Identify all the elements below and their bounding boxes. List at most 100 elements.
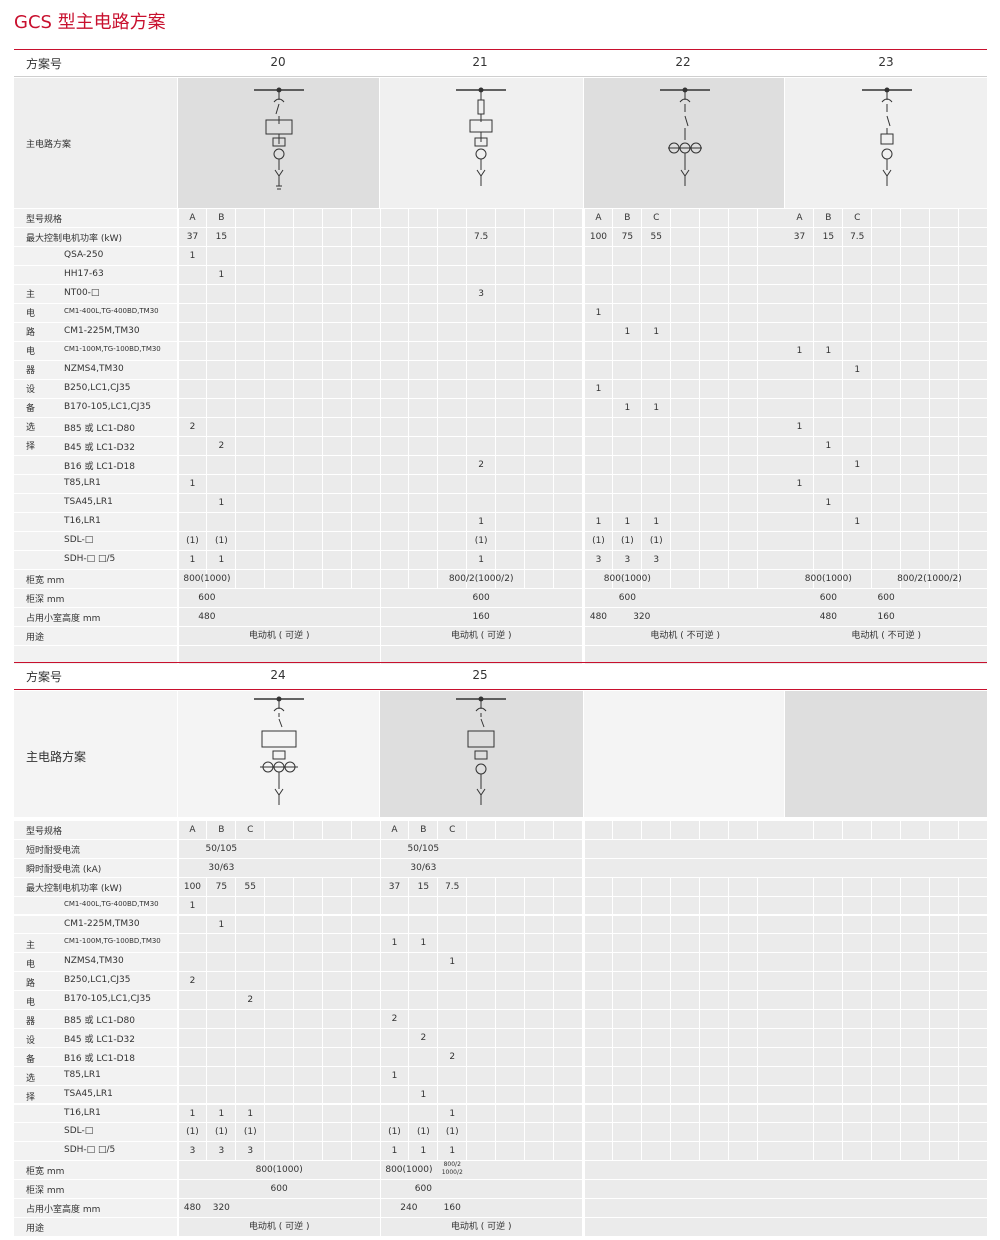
grid-cell: [613, 551, 642, 569]
grid-cell: [178, 266, 207, 284]
grid-cell: [265, 285, 294, 303]
page-title: GCS 型主电路方案: [14, 12, 166, 33]
grid-cell: [467, 418, 496, 436]
grid-cell: [496, 228, 524, 246]
grid-cell: [671, 1104, 700, 1123]
grid-cell: [438, 1104, 467, 1123]
grid-cell: [613, 532, 642, 550]
grid-cell: [236, 972, 265, 991]
label-cell: [14, 532, 177, 550]
grid-cell: [671, 437, 700, 455]
grid-cell: [409, 934, 438, 953]
power-value: 7.5: [445, 881, 460, 892]
grid-cell: [843, 418, 872, 436]
grid-cell: [872, 437, 901, 455]
grid-cell: [438, 1085, 467, 1104]
height-value: 160: [472, 612, 490, 622]
grid-cell: [467, 953, 496, 972]
grid-cell: [642, 304, 671, 322]
merged-cell: [584, 1161, 786, 1180]
grid-cell: [843, 915, 872, 934]
grid-cell: [958, 972, 987, 991]
grid-cell: [757, 399, 786, 417]
grid-cell: [265, 991, 294, 1009]
grid-cell: [323, 1085, 351, 1104]
grid-cell: [785, 551, 814, 569]
grid-cell: [671, 1047, 700, 1066]
grid-cell: [642, 456, 671, 474]
grid-cell: [351, 513, 380, 531]
grid-cell: [584, 361, 613, 379]
scheme-21: 21: [472, 55, 488, 69]
grid-cell: [872, 1142, 901, 1161]
grid-cell: [958, 361, 987, 379]
grid-cell: [700, 1142, 728, 1161]
width-value: 800(1000): [385, 1165, 433, 1176]
grid-cell: [294, 972, 322, 991]
circuit-diagram-24: [254, 696, 304, 805]
component-label: SDH-□ □/5: [64, 1145, 116, 1156]
grid-cell: [525, 266, 553, 284]
grid-cell: [409, 399, 438, 417]
grid-cell: [553, 1142, 582, 1161]
grid-cell: [671, 532, 700, 550]
grid-cell: [467, 896, 496, 915]
label-cell: [14, 1217, 177, 1236]
grid-cell: [671, 228, 700, 246]
height-value: 480: [819, 612, 837, 622]
height-value: 320: [212, 1203, 230, 1213]
grid-cell: [814, 532, 843, 550]
grid-cell: [294, 342, 322, 360]
grid-cell: [901, 1028, 929, 1047]
grid-cell: [901, 1123, 929, 1142]
grid-cell: [930, 437, 958, 455]
grid-cell: [613, 1085, 642, 1104]
quantity-cell: 1: [796, 422, 803, 432]
grid-cell: [584, 1010, 613, 1028]
quantity-cell: 3: [653, 555, 660, 565]
grid-cell: [901, 399, 929, 417]
grid-cell: [265, 228, 294, 246]
grid-cell: [814, 915, 843, 934]
grid-cell: [843, 266, 872, 284]
scheme-no-label: 方案号: [26, 57, 63, 71]
grid-cell: [958, 228, 987, 246]
grid-cell: [525, 953, 553, 972]
grid-cell: [757, 991, 786, 1009]
quantity-cell: (1): [445, 1127, 459, 1138]
grid-cell: [323, 285, 351, 303]
grid-cell: [729, 380, 757, 398]
grid-cell: [613, 1142, 642, 1161]
grid-cell: [553, 247, 582, 265]
grid-cell: [265, 896, 294, 915]
grid-cell: [323, 1047, 351, 1066]
power-value: 37: [186, 232, 199, 242]
grid-cell: [814, 1010, 843, 1028]
merged-cell: [178, 1180, 380, 1198]
grid-cell: [467, 266, 496, 284]
quantity-cell: 2: [189, 422, 196, 432]
grid-cell: [207, 342, 236, 360]
grid-cell: [553, 437, 582, 455]
usage-label: 用途: [26, 633, 45, 643]
quantity-cell: 1: [854, 460, 861, 470]
grid-cell: [757, 1123, 786, 1142]
grid-cell: [294, 1047, 322, 1066]
grid-cell: [351, 437, 380, 455]
grid-cell: [351, 991, 380, 1009]
grid-cell: [613, 953, 642, 972]
grid-cell: [642, 1047, 671, 1066]
grid-cell: [265, 513, 294, 531]
short-current-value: 50/105: [407, 843, 440, 854]
grid-cell: [785, 418, 814, 436]
grid-cell: [872, 532, 901, 550]
grid-cell: [207, 456, 236, 474]
grid-cell: [584, 570, 613, 588]
grid-cell: [958, 437, 987, 455]
grid-cell: [584, 1047, 613, 1066]
grid-cell: [671, 494, 700, 512]
grid-cell: [757, 953, 786, 972]
grid-cell: [265, 1142, 294, 1161]
cabinet-depth-label-2: 柜深 mm: [26, 1186, 65, 1197]
grid-cell: [814, 228, 843, 246]
